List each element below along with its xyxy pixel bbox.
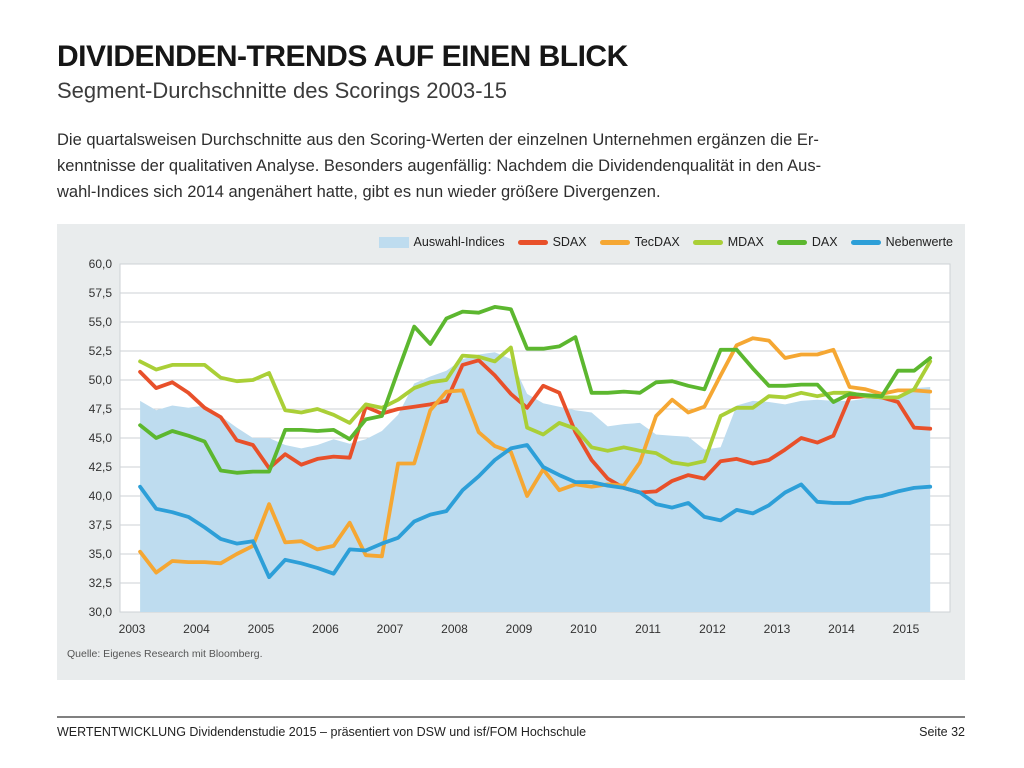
chart-source: Quelle: Eigenes Research mit Bloomberg. (67, 648, 263, 661)
x-tick-label: 2009 (506, 622, 533, 636)
legend-item-nebenwerte: Nebenwerte (850, 235, 953, 250)
y-tick-label: 47,5 (89, 402, 113, 416)
x-tick-label: 2010 (570, 622, 597, 636)
legend-label: Auswahl-Indices (413, 235, 505, 250)
x-tick-label: 2008 (441, 622, 468, 636)
legend-swatch (599, 239, 630, 245)
footer-page-number: Seite 32 (919, 725, 965, 739)
series-line-nebenwerte (138, 443, 933, 580)
legend-swatch (517, 239, 548, 245)
x-tick-label: 2003 (119, 622, 146, 636)
y-tick-label: 52,5 (89, 344, 113, 358)
x-tick-label: 2014 (828, 622, 855, 636)
chart-legend: Auswahl-Indices SDAX TecDAX MDAX DAX Nebenwer… (65, 230, 957, 254)
x-tick-label: 2006 (312, 622, 339, 636)
legend-swatch (776, 239, 807, 245)
page-subtitle: Segment-Durchschnitte des Scorings 2003-… (57, 78, 508, 103)
x-tick-label: 2013 (764, 622, 791, 636)
legend-item-dax: DAX (776, 235, 838, 250)
legend-item-mdax: MDAX (692, 235, 764, 250)
y-tick-label: 50,0 (89, 373, 113, 387)
x-tick-label: 2012 (699, 622, 726, 636)
y-tick-label: 40,0 (89, 489, 113, 503)
x-tick-label: 2007 (377, 622, 404, 636)
legend-swatch (692, 239, 723, 245)
legend-label: MDAX (727, 235, 764, 250)
series-line-tecdax (138, 336, 933, 575)
y-tick-label: 32,5 (89, 576, 113, 590)
legend-label: SDAX (552, 235, 587, 250)
page-title: DIVIDENDEN-TRENDS AUF EINEN BLICK (57, 40, 628, 73)
chart-panel: Auswahl-Indices SDAX TecDAX MDAX DAX Nebenwer… (57, 224, 965, 681)
y-tick-label: 37,5 (89, 518, 113, 532)
legend-label: DAX (811, 235, 838, 250)
x-tick-label: 2004 (183, 622, 210, 636)
x-tick-label: 2011 (635, 622, 661, 636)
legend-label: Nebenwerte (885, 235, 953, 250)
series-line-dax (138, 305, 933, 475)
y-tick-label: 57,5 (89, 286, 113, 300)
footer-left-text: WERTENTWICKLUNG Dividendenstudie 2015 – … (57, 725, 587, 739)
chart-body: 60,0 57,5 55,0 52,5 50,0 47,5 45,0 42,5 40,0 37,5… (65, 254, 957, 646)
legend-swatch (850, 239, 881, 245)
legend-label: TecDAX (634, 235, 680, 250)
series-line-mdax (138, 345, 933, 467)
y-tick-label: 35,0 (89, 547, 113, 561)
x-tick-label: 2015 (893, 622, 920, 636)
legend-item-sdax: SDAX (517, 235, 587, 250)
y-tick-label: 45,0 (89, 431, 113, 445)
page-footer: WERTENTWICKLUNG Dividendenstudie 2015 – … (57, 716, 965, 739)
y-tick-label: 60,0 (89, 257, 113, 271)
legend-item-auswahl-indices: Auswahl-Indices (378, 235, 505, 250)
legend-item-tecdax: TecDAX (599, 235, 680, 250)
y-tick-label: 42,5 (89, 460, 113, 474)
x-tick-label: 2005 (248, 622, 275, 636)
y-tick-label: 30,0 (89, 605, 113, 619)
intro-paragraph: Die quartalsweisen Durchschnitte aus den… (57, 131, 822, 201)
y-tick-label: 55,0 (89, 315, 113, 329)
line-chart: 60,0 57,5 55,0 52,5 50,0 47,5 45,0 42,5 40,0 37,5… (89, 257, 951, 636)
legend-swatch (378, 236, 409, 248)
